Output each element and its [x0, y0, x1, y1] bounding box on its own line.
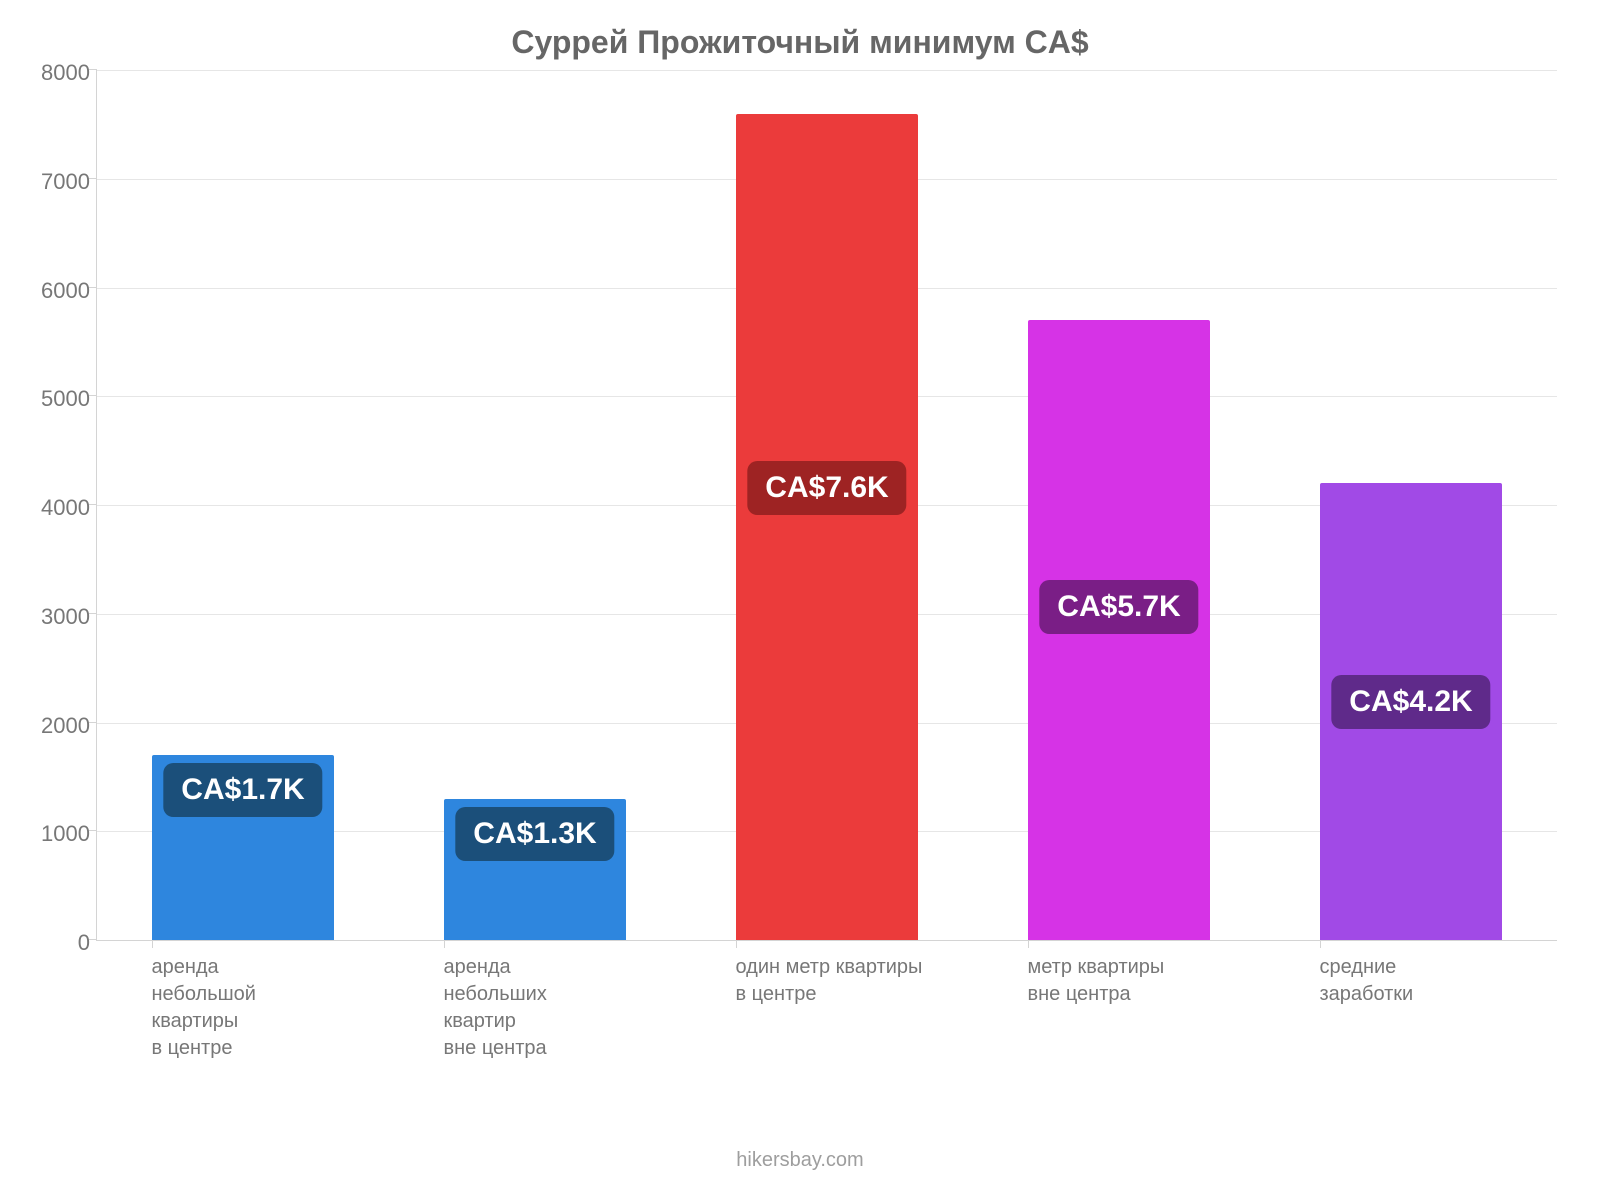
x-axis-label: средниезаработки [1319, 954, 1540, 1008]
x-axis-tick [1028, 940, 1029, 948]
bar [736, 114, 917, 941]
plot-area: CA$1.7K CA$1.3K CA$7.6K CA$5.7K CA$4.2K [96, 70, 1557, 941]
x-axis-label: аренданебольшойквартирыв центре [151, 954, 372, 1062]
bar-value-label: CA$5.7K [1039, 580, 1198, 634]
x-axis-tick [152, 940, 153, 948]
x-axis-label: один метр квартирыв центре [735, 954, 956, 1008]
x-axis-tick [736, 940, 737, 948]
bar-value-label: CA$1.3K [455, 807, 614, 861]
bar-value-label: CA$1.7K [163, 763, 322, 817]
bar-value-label: CA$7.6K [747, 461, 906, 515]
x-axis-tick [444, 940, 445, 948]
x-axis-label: аренданебольшихквартирвне центра [443, 954, 664, 1062]
gridline [97, 70, 1557, 71]
x-axis-label: метр квартирывне центра [1027, 954, 1248, 1008]
chart-footer: hikersbay.com [0, 1149, 1600, 1172]
x-axis-tick [1320, 940, 1321, 948]
chart-container: Суррей Прожиточный минимум CA$ CA$1.7KCA… [0, 0, 1600, 1200]
chart-title: Суррей Прожиточный минимум CA$ [0, 24, 1600, 61]
bar-value-label: CA$4.2K [1331, 675, 1490, 729]
